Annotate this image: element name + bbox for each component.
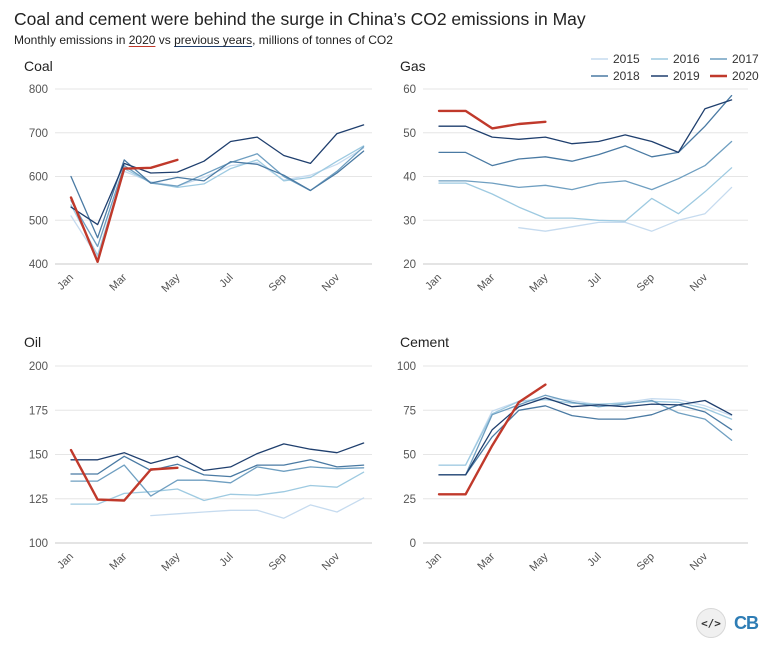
y-tick-label: 175 xyxy=(29,405,48,417)
series-line-2020 xyxy=(69,158,179,263)
x-tick-label: Jul xyxy=(585,551,603,569)
y-tick-label: 75 xyxy=(403,405,416,417)
legend-label-2017: 2017 xyxy=(732,52,759,66)
series-line-2017 xyxy=(70,464,365,497)
legend-label-2019: 2019 xyxy=(673,69,700,83)
series-line-2020 xyxy=(437,109,547,130)
x-tick-label: Mar xyxy=(475,271,497,293)
panel-title: Coal xyxy=(24,58,53,74)
series-line-2019 xyxy=(438,99,733,154)
footer-logos: </> CB xyxy=(696,608,759,638)
y-tick-label: 500 xyxy=(29,215,48,227)
panel-title: Cement xyxy=(400,334,449,350)
series-line-2016 xyxy=(70,471,365,505)
subtitle-prefix: Monthly emissions in xyxy=(14,33,129,47)
y-tick-label: 100 xyxy=(397,361,416,373)
y-tick-label: 800 xyxy=(29,84,48,96)
legend: 2015 2016 2017 2018 2019 2020 xyxy=(591,52,759,83)
series-line-2015 xyxy=(518,186,733,232)
y-tick-label: 40 xyxy=(403,172,416,184)
x-tick-label: May xyxy=(527,550,551,574)
x-tick-label: Nov xyxy=(688,550,711,573)
series-line-2019 xyxy=(70,124,365,226)
x-tick-label: Jan xyxy=(423,272,444,293)
series-line-2015 xyxy=(438,397,733,466)
y-tick-label: 400 xyxy=(29,259,48,271)
x-tick-label: Jul xyxy=(585,272,603,290)
y-tick-label: 100 xyxy=(29,538,48,550)
y-tick-label: 200 xyxy=(29,361,48,373)
y-tick-label: 50 xyxy=(403,450,416,462)
series-line-2015 xyxy=(150,497,365,519)
series-line-2018 xyxy=(438,94,733,167)
series-line-2020 xyxy=(437,383,547,496)
x-tick-label: Mar xyxy=(107,550,129,572)
y-tick-label: 50 xyxy=(403,128,416,140)
series-line-2017 xyxy=(70,146,365,248)
series-line-2017 xyxy=(438,140,733,191)
x-tick-label: May xyxy=(159,271,183,295)
x-tick-label: Jan xyxy=(423,551,444,572)
x-tick-label: Mar xyxy=(475,550,497,572)
y-tick-label: 125 xyxy=(29,494,48,506)
y-tick-label: 600 xyxy=(29,172,48,184)
x-tick-label: Sep xyxy=(267,551,289,573)
y-tick-label: 60 xyxy=(403,84,416,96)
panel-cement: Cement 0 25 50 75 100 Jan Mar May Jul Sep Nov xyxy=(397,334,748,574)
y-tick-label: 0 xyxy=(410,538,416,550)
carbon-brief-logo: CB xyxy=(734,612,759,633)
chart-title: Coal and cement were behind the surge in… xyxy=(14,9,586,29)
panel-oil: Oil 100 125 150 175 200 Jan Mar May Jul Sep Nov xyxy=(24,334,372,574)
x-tick-label: May xyxy=(527,271,551,295)
x-tick-label: Jul xyxy=(217,551,235,569)
x-tick-label: Nov xyxy=(320,550,343,573)
legend-label-2018: 2018 xyxy=(613,69,640,83)
subtitle-middle: vs xyxy=(155,33,175,47)
y-tick-label: 20 xyxy=(403,259,416,271)
legend-label-2016: 2016 xyxy=(673,52,700,66)
y-tick-label: 700 xyxy=(29,128,48,140)
panel-coal: Coal 400 500 600 700 800 Jan Mar May Jul Sep Nov xyxy=(24,58,372,295)
panel-title: Gas xyxy=(400,58,426,74)
legend-label-2020: 2020 xyxy=(732,69,759,83)
series-line-2018 xyxy=(70,455,365,478)
x-tick-label: Jan xyxy=(55,272,76,293)
series-line-2020 xyxy=(69,448,179,502)
x-tick-label: Nov xyxy=(320,271,343,294)
x-tick-label: Jan xyxy=(55,551,76,572)
legend-label-2015: 2015 xyxy=(613,52,640,66)
series-line-2016 xyxy=(438,398,733,466)
chart-subtitle: Monthly emissions in 2020 vs previous ye… xyxy=(14,33,393,47)
y-tick-label: 150 xyxy=(29,450,48,462)
x-tick-label: Sep xyxy=(635,551,657,573)
x-tick-label: Sep xyxy=(267,272,289,294)
subtitle-highlight-previous: previous years xyxy=(174,33,253,47)
series-line-2017 xyxy=(438,394,733,476)
subtitle-highlight-2020: 2020 xyxy=(128,33,156,47)
y-tick-label: 30 xyxy=(403,215,416,227)
series-line-2016 xyxy=(438,167,733,222)
x-tick-label: Mar xyxy=(107,271,129,293)
x-tick-label: May xyxy=(159,550,183,574)
panel-title: Oil xyxy=(24,334,41,350)
series-line-2019 xyxy=(70,442,365,472)
x-tick-label: Jul xyxy=(217,272,235,290)
panel-gas: Gas 20 30 40 50 60 Jan Mar May Jul Sep Nov xyxy=(400,58,748,295)
subtitle-suffix: , millions of tonnes of CO2 xyxy=(252,33,393,47)
series-line-2018 xyxy=(438,404,733,476)
y-tick-label: 25 xyxy=(403,494,416,506)
embed-code-icon[interactable]: </> xyxy=(696,608,726,638)
x-tick-label: Nov xyxy=(688,271,711,294)
x-tick-label: Sep xyxy=(635,272,657,294)
series-line-2019 xyxy=(438,397,733,476)
